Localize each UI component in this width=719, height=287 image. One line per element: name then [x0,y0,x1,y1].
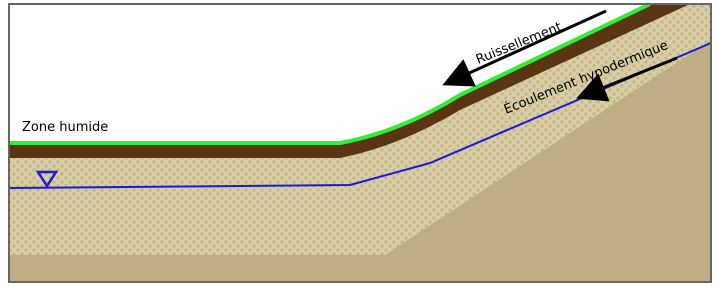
wetland-label: Zone humide [22,120,108,135]
diagram: Ruissellement Écoulement hypodermique Zo… [0,0,719,287]
page: Ruissellement Écoulement hypodermique Zo… [0,0,719,287]
